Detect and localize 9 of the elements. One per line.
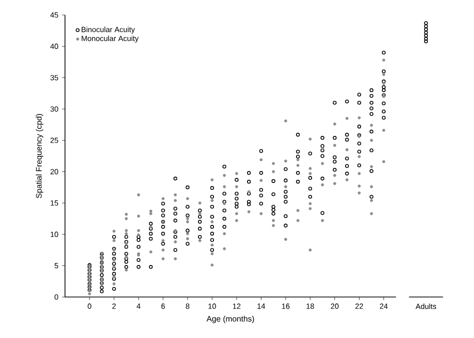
y-axis-title: Spatial Frequency (cpd) [36,114,44,198]
x-axis-title: Age (months) [206,316,254,324]
point [424,24,428,28]
point [424,39,428,44]
point [424,36,428,41]
point [424,28,428,32]
point [424,30,428,34]
point [424,21,428,26]
point [424,34,428,38]
